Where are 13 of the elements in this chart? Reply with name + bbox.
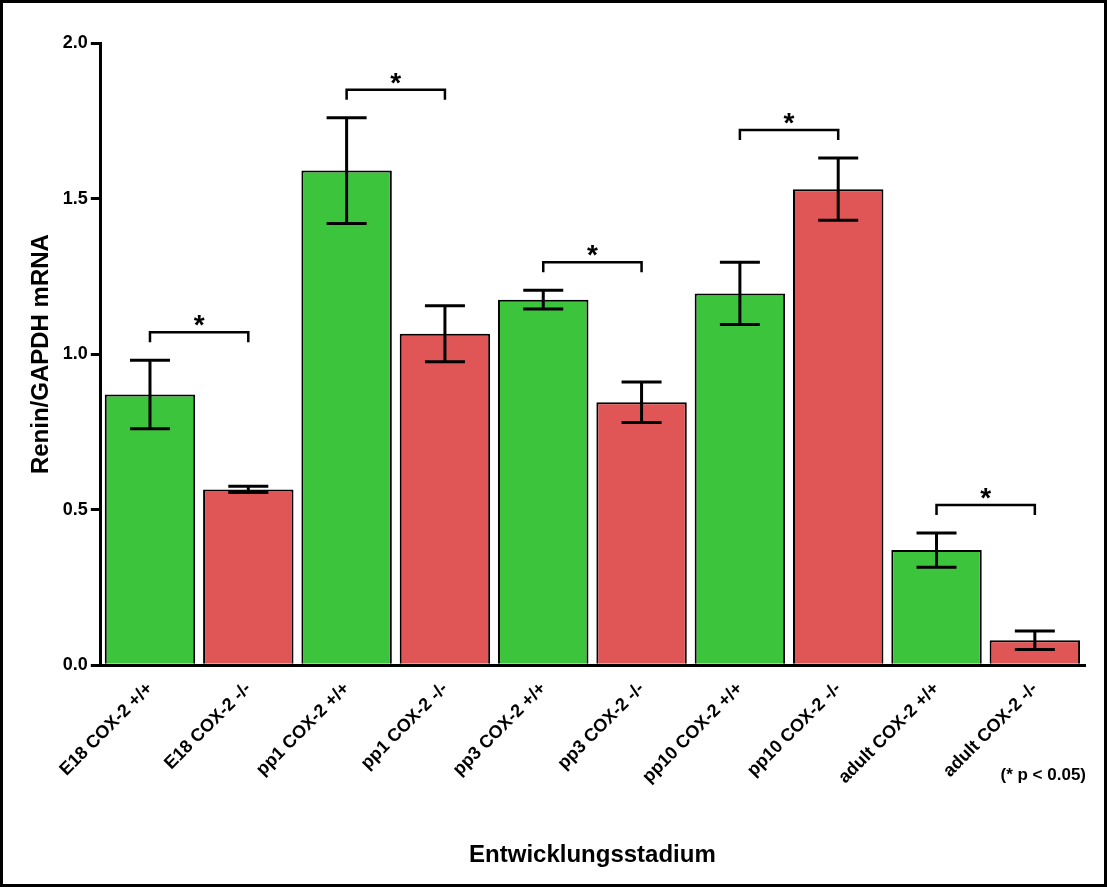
y-tick-label: 0.0 (62, 654, 88, 675)
x-axis-title: Entwicklungsstadium (469, 840, 716, 868)
text: (* p < 0.05) (1000, 764, 1086, 784)
annotation: * (783, 107, 795, 139)
y-tick-label: 1.5 (62, 187, 88, 208)
annotation: * (390, 66, 402, 98)
annotation: * (586, 239, 598, 271)
y-tick-label: 1.0 (62, 343, 88, 364)
y-axis-title: Renin/GAPDH mRNA (26, 234, 54, 475)
annotation: * (193, 309, 205, 341)
annotation: * (980, 481, 992, 513)
y-tick-label: 2.0 (62, 31, 88, 52)
y-tick-label: 0.5 (62, 498, 88, 519)
